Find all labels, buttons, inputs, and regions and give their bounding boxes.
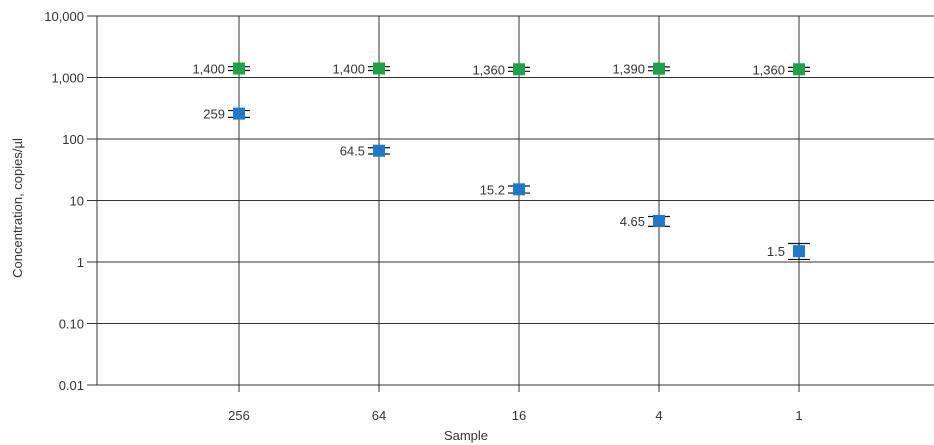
data-labels: 1,400 1,400 1,360 1,390 1,360 259 64.5 15.2 4.65…	[192, 62, 785, 260]
data-label: 1.5	[767, 244, 785, 259]
data-label: 1,400	[332, 62, 365, 77]
x-tick-label: 64	[372, 408, 386, 423]
y-tick-label: 1	[77, 255, 84, 270]
data-label: 4.65	[620, 214, 645, 229]
data-point	[513, 183, 525, 195]
data-point	[233, 63, 245, 75]
y-tick-label: 100	[62, 132, 84, 147]
data-point	[653, 63, 665, 75]
data-point	[653, 215, 665, 227]
data-point	[233, 108, 245, 120]
y-tick-label: 10	[70, 194, 84, 209]
y-tick-label: 0.10	[59, 317, 84, 332]
data-point	[373, 145, 385, 157]
data-point	[373, 63, 385, 75]
data-label: 1,360	[752, 62, 785, 77]
x-tick-label: 16	[512, 408, 526, 423]
x-tick-label: 256	[228, 408, 250, 423]
data-label: 1,390	[612, 62, 645, 77]
data-label: 1,360	[472, 62, 505, 77]
x-axis-title: Sample	[444, 428, 488, 443]
y-tick-labels: 0.01 0.10 1 10 100 1,000 10,000	[44, 9, 84, 393]
data-point	[793, 245, 805, 257]
data-label: 259	[203, 107, 225, 122]
x-tick-labels: 256 64 16 4 1	[228, 408, 802, 423]
data-label: 1,400	[192, 62, 225, 77]
data-point	[793, 63, 805, 75]
x-tick-label: 1	[795, 408, 802, 423]
y-tick-label: 10,000	[44, 9, 84, 24]
data-label: 15.2	[480, 182, 505, 197]
y-axis-title: Concentration, copies/µl	[10, 138, 25, 278]
data-label: 64.5	[340, 144, 365, 159]
y-tick-label: 1,000	[51, 71, 84, 86]
y-tick-label: 0.01	[59, 378, 84, 393]
data-point	[513, 63, 525, 75]
x-tick-label: 4	[655, 408, 662, 423]
